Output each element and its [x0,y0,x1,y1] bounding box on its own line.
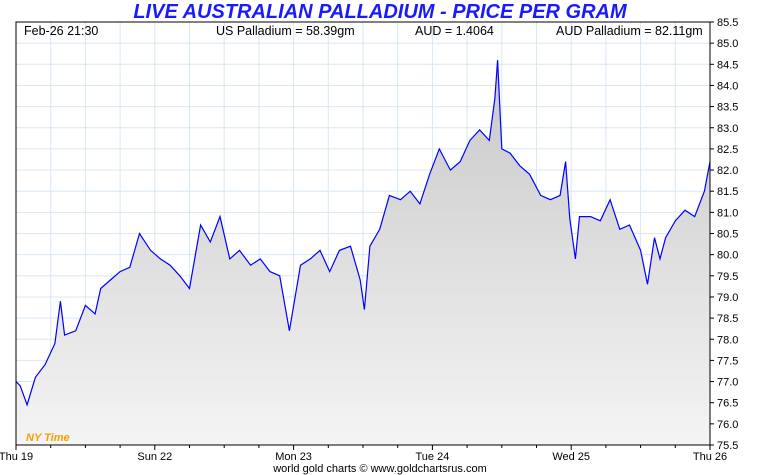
price-area [16,60,710,445]
x-tick-label: Mon 23 [275,451,312,463]
x-tick-label: Thu 26 [693,451,727,463]
y-tick-label: 76.0 [717,419,738,431]
y-tick-label: 85.5 [717,17,738,29]
header-datetime: Feb-26 21:30 [24,24,98,38]
x-tick-label: Sun 22 [137,451,172,463]
price-line [15,60,711,407]
y-tick-label: 75.5 [717,440,738,452]
y-tick-label: 81.5 [717,186,738,198]
x-tick-label: Wed 25 [552,451,590,463]
y-tick-label: 76.5 [717,398,738,410]
x-tick-label: Tue 24 [415,451,449,463]
header-fx-rate: AUD = 1.4064 [415,24,494,38]
header-aud-price: AUD Palladium = 82.11gm [556,24,703,38]
x-tick-label: Thu 19 [0,451,33,463]
y-tick-label: 84.5 [717,59,738,71]
chart-title: LIVE AUSTRALIAN PALLADIUM - PRICE PER GR… [133,1,627,23]
footer-credit: world gold charts © www.goldchartsrus.co… [273,463,487,475]
y-tick-label: 80.0 [717,250,738,262]
y-tick-label: 82.0 [717,165,738,177]
footer: world gold charts © www.goldchartsrus.co… [0,464,760,475]
y-tick-label: 78.0 [717,334,738,346]
y-tick-label: 84.0 [717,80,738,92]
y-tick-label: 78.5 [717,313,738,325]
y-tick-label: 77.5 [717,355,738,367]
y-tick-label: 81.0 [717,207,738,219]
header-us-price: US Palladium = 58.39gm [216,24,355,38]
y-tick-label: 82.5 [717,144,738,156]
y-tick-label: 83.0 [717,123,738,135]
y-tick-label: 85.0 [717,38,738,50]
y-tick-label: 77.0 [717,377,738,389]
timezone-label: NY Time [26,432,70,444]
y-tick-label: 79.0 [717,292,738,304]
y-tick-label: 83.5 [717,102,738,114]
y-tick-label: 79.5 [717,271,738,283]
y-tick-label: 80.5 [717,229,738,241]
